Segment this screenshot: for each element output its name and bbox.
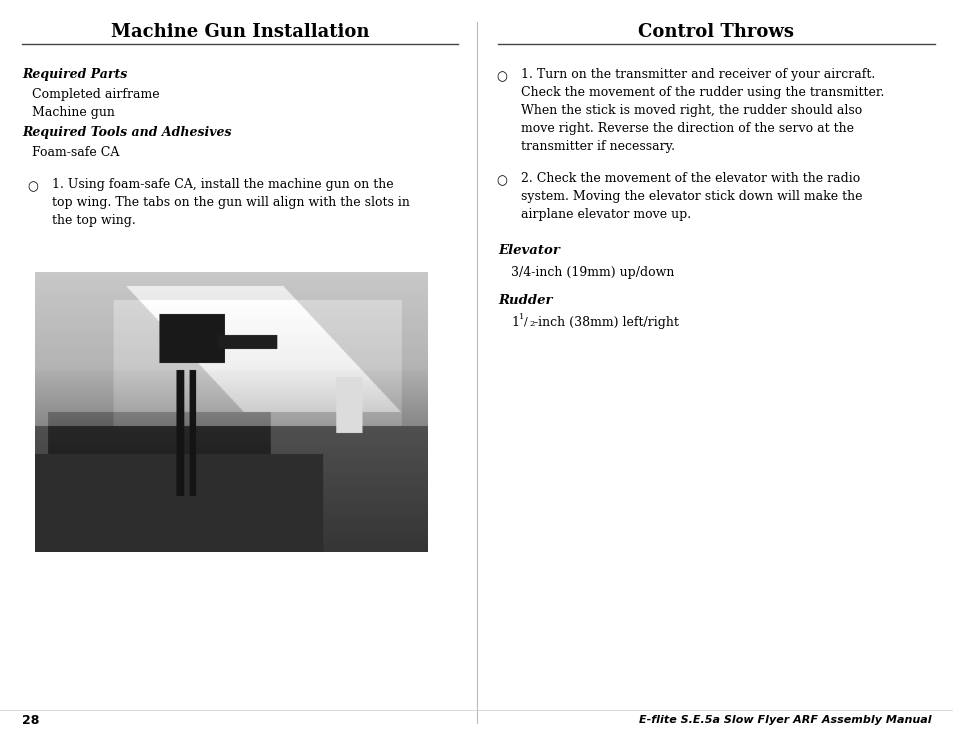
Text: top wing. The tabs on the gun will align with the slots in: top wing. The tabs on the gun will align… [52,196,410,209]
Text: Required Tools and Adhesives: Required Tools and Adhesives [22,126,232,139]
Text: system. Moving the elevator stick down will make the: system. Moving the elevator stick down w… [520,190,862,203]
Text: Elevator: Elevator [497,244,559,257]
Text: /: / [523,317,527,327]
Text: Required Parts: Required Parts [22,68,127,81]
Text: the top wing.: the top wing. [52,214,135,227]
Text: 2: 2 [529,320,534,328]
Text: Check the movement of the rudder using the transmitter.: Check the movement of the rudder using t… [520,86,883,99]
Text: Foam-safe CA: Foam-safe CA [32,146,119,159]
Text: Machine Gun Installation: Machine Gun Installation [111,23,369,41]
Text: Completed airframe: Completed airframe [32,88,159,101]
Text: transmitter if necessary.: transmitter if necessary. [520,140,675,153]
Text: 1. Using foam-safe CA, install the machine gun on the: 1. Using foam-safe CA, install the machi… [52,178,394,191]
Text: -inch (38mm) left/right: -inch (38mm) left/right [534,316,679,329]
Text: airplane elevator move up.: airplane elevator move up. [520,208,690,221]
Text: 28: 28 [22,714,39,726]
Text: When the stick is moved right, the rudder should also: When the stick is moved right, the rudde… [520,104,862,117]
Text: Rudder: Rudder [497,294,552,307]
Text: Machine gun: Machine gun [32,106,114,119]
Text: move right. Reverse the direction of the servo at the: move right. Reverse the direction of the… [520,122,853,135]
Text: ○: ○ [28,180,38,193]
Text: 2. Check the movement of the elevator with the radio: 2. Check the movement of the elevator wi… [520,172,860,185]
Text: E-flite S.E.5a Slow Flyer ARF Assembly Manual: E-flite S.E.5a Slow Flyer ARF Assembly M… [639,715,931,725]
Text: 1: 1 [518,313,524,321]
Text: 3/4-inch (19mm) up/down: 3/4-inch (19mm) up/down [511,266,674,279]
Text: ○: ○ [497,174,507,187]
Text: Control Throws: Control Throws [638,23,793,41]
Text: ○: ○ [497,70,507,83]
Text: 1: 1 [511,316,518,329]
Text: 1. Turn on the transmitter and receiver of your aircraft.: 1. Turn on the transmitter and receiver … [520,68,874,81]
